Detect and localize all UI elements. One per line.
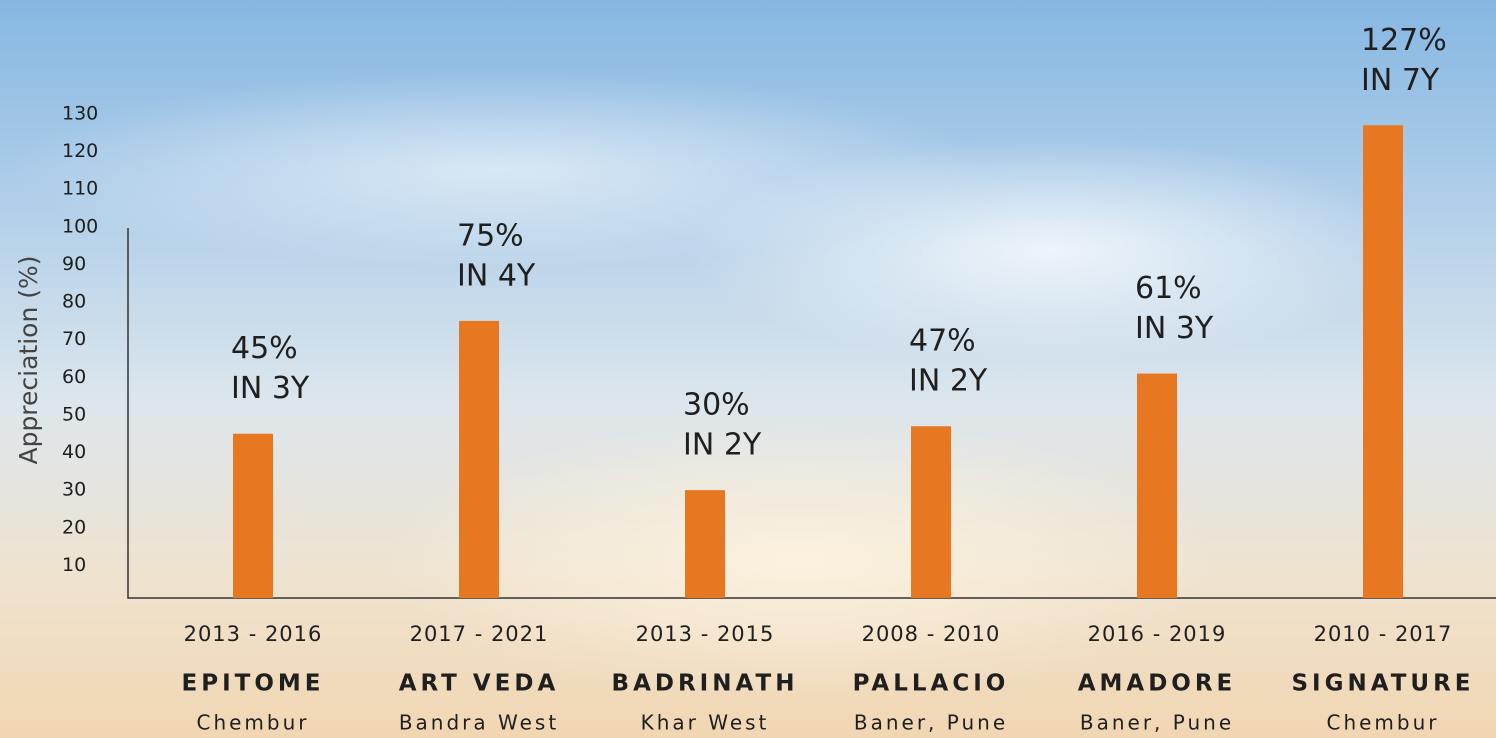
y-tick-label: 130 <box>62 103 98 125</box>
bar <box>233 433 273 598</box>
y-tick-label: 80 <box>62 291 86 313</box>
period-label: 2016 - 2019 <box>1088 622 1227 646</box>
annotation: IN 7Y <box>1361 63 1440 98</box>
period-label: 2010 - 2017 <box>1314 622 1453 646</box>
value-label: 75% <box>457 218 524 253</box>
y-tick-label: 70 <box>62 328 86 350</box>
value-label: 127% <box>1361 23 1447 58</box>
location-label: Chembur <box>1326 711 1439 735</box>
location-label: Baner, Pune <box>1080 711 1234 735</box>
period-label: 2008 - 2010 <box>862 622 1001 646</box>
y-tick-label: 60 <box>62 366 86 388</box>
annotation: IN 2Y <box>909 364 988 399</box>
location-label: Bandra West <box>399 711 559 735</box>
x-tick-label: SIGNATURE <box>1291 671 1474 697</box>
bar <box>911 426 951 598</box>
period-label: 2013 - 2015 <box>636 622 775 646</box>
period-label: 2017 - 2021 <box>410 622 549 646</box>
bar <box>1137 373 1177 598</box>
y-tick-label: 50 <box>62 403 86 425</box>
value-label: 45% <box>231 331 298 366</box>
bar <box>459 320 499 598</box>
x-tick-label: PALLACIO <box>853 671 1010 697</box>
value-label: 30% <box>683 388 750 423</box>
bar <box>1363 125 1403 599</box>
y-tick-label: 20 <box>62 516 86 538</box>
x-tick-label: EPITOME <box>182 671 325 697</box>
value-label: 47% <box>909 324 976 359</box>
bar <box>685 490 725 598</box>
annotation: IN 4Y <box>457 258 536 293</box>
y-tick-label: 40 <box>62 441 86 463</box>
y-tick-label: 30 <box>62 479 86 501</box>
annotation: IN 3Y <box>1135 311 1214 346</box>
location-label: Khar West <box>641 711 770 735</box>
y-tick-label: 90 <box>62 253 86 275</box>
x-tick-label: BADRINATH <box>612 671 799 697</box>
y-axis-label: Appreciation (%) <box>14 255 43 464</box>
location-label: Chembur <box>196 711 309 735</box>
value-label: 61% <box>1135 271 1202 306</box>
x-tick-label: AMADORE <box>1078 671 1237 697</box>
y-tick-label: 100 <box>62 215 98 237</box>
location-label: Baner, Pune <box>854 711 1008 735</box>
annotation: IN 3Y <box>231 371 310 406</box>
annotation: IN 2Y <box>683 428 762 463</box>
period-label: 2013 - 2016 <box>184 622 323 646</box>
y-tick-label: 110 <box>62 178 98 200</box>
y-tick-label: 10 <box>62 554 86 576</box>
y-tick-label: 120 <box>62 140 98 162</box>
axis-line <box>127 228 1496 599</box>
x-tick-label: ART VEDA <box>399 671 560 697</box>
